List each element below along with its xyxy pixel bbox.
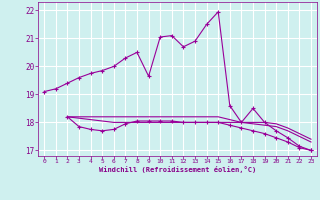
X-axis label: Windchill (Refroidissement éolien,°C): Windchill (Refroidissement éolien,°C) bbox=[99, 166, 256, 173]
